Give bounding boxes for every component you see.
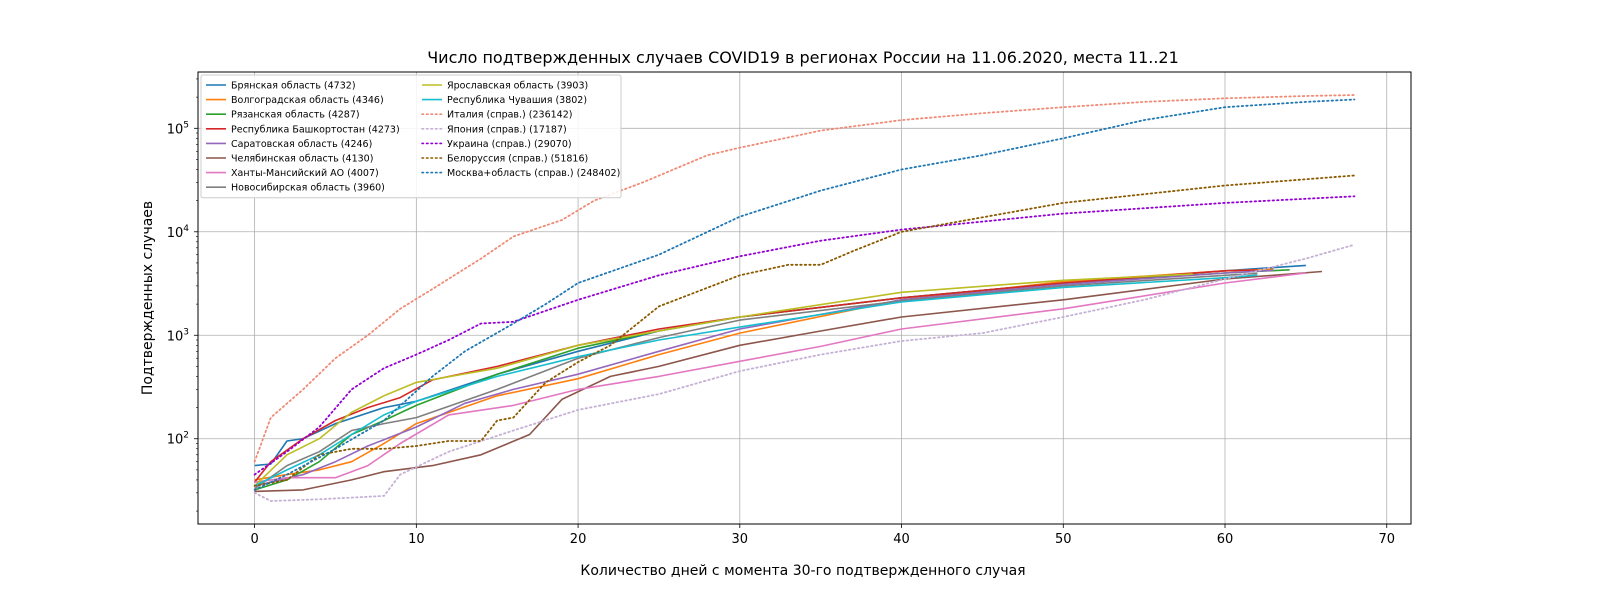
x-axis-label: Количество дней с момента 30-го подтверж… [580,563,1025,579]
series-line [253,174,1356,487]
legend-entry: Япония (справ.) (17187) [447,124,567,135]
legend-entry: Москва+область (справ.) (248402) [447,168,620,179]
legend-entry: Ярославская область (3903) [447,81,588,92]
legend-entry: Челябинская область (4130) [231,154,373,165]
legend-entry: Республика Чувашия (3802) [447,95,587,106]
legend-entry: Республика Башкортостан (4273) [231,124,400,135]
y-tick-label: 104 [167,224,190,241]
legend: Брянская область (4732) Волгоградская обл… [200,74,622,199]
plot-lines [253,94,1356,502]
legend-entry: Италия (справ.) (236142) [447,110,572,121]
legend-entry: Ханты-Мансийский АО (4007) [231,168,379,179]
legend-entry: Саратовская область (4246) [231,139,372,150]
series-line [254,269,1274,487]
x-axis: 0 10 20 30 40 50 60 70 [250,524,1395,547]
legend-entry: Белоруссия (справ.) (51816) [447,154,588,165]
plot-frame [197,71,1412,525]
legend-entry: Украина (справ.) (29070) [447,139,572,150]
x-tick-label: 50 [1055,532,1072,547]
series-line [254,272,1258,490]
y-tick-label: 103 [167,327,189,344]
series-line [254,268,1274,481]
legend-entry: Рязанская область (4287) [231,110,360,121]
legend-entry: Брянская область (4732) [231,81,356,92]
x-tick-label: 30 [732,532,749,547]
series-line [253,269,1258,483]
x-tick-label: 10 [408,532,425,547]
series-line [254,272,1306,483]
x-tick-label: 60 [1217,532,1234,547]
series-line [254,274,1258,487]
legend-entry: Волгоградская область (4346) [231,95,384,106]
series-line [253,195,1356,476]
chart-title: Число подтвержденных случаев COVID19 в р… [427,48,1179,67]
series-line [253,98,1356,491]
series-line [253,243,1356,502]
x-tick-label: 70 [1378,532,1395,547]
x-tick-label: 20 [570,532,587,547]
legend-box [200,74,622,199]
series-line [254,273,1193,487]
y-axis: 102 103 104 105 [167,78,198,512]
x-tick-label: 40 [893,532,910,547]
y-tick-label: 102 [167,431,189,448]
x-tick-label: 0 [250,532,258,547]
legend-entry: Новосибирская область (3960) [231,183,385,194]
y-tick-label: 105 [167,120,189,137]
y-axis-label: Подтвержденных случаев [140,201,156,395]
